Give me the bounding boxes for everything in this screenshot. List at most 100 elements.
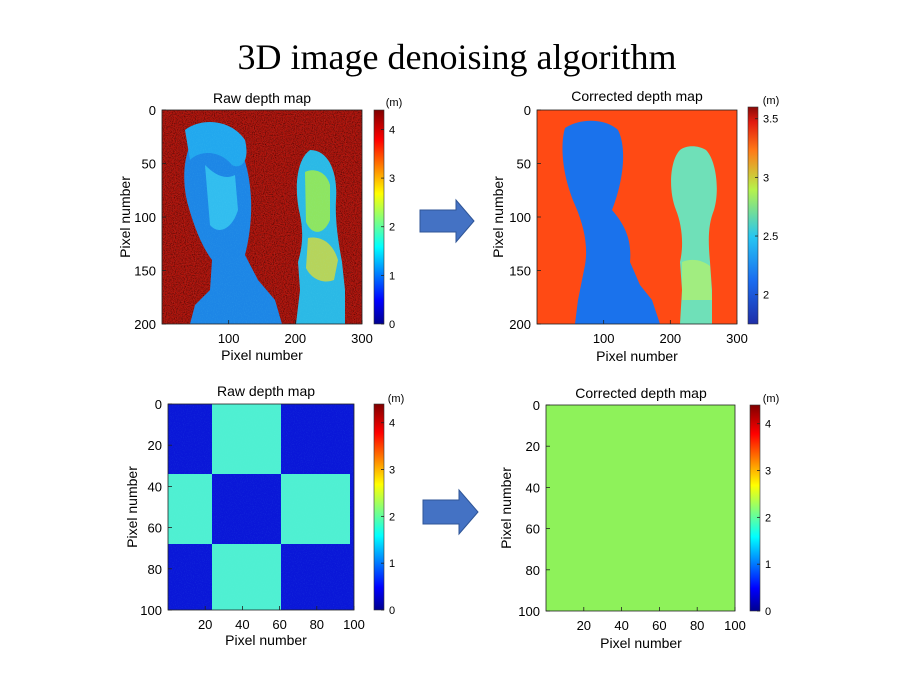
y-tick-label: 100 [509,210,531,225]
chart4-xlabel: Pixel number [600,635,682,651]
x-tick-label: 100 [593,331,615,346]
chart4-colorbar [749,404,761,612]
x-tick-label: 200 [284,331,306,346]
chart1-title: Raw depth map [213,90,311,106]
y-tick-label: 150 [509,264,531,279]
colorbar-tick-label: 2 [765,512,771,524]
chart1-colorbar [373,109,385,325]
chart2-colorbar-unit: (m) [763,95,780,107]
colorbar-tick-label: 1 [765,559,771,571]
colorbar-tick-label: 0 [765,606,771,618]
chart4-title: Corrected depth map [575,385,707,401]
page-title: 3D image denoising algorithm [237,37,677,77]
y-tick-label: 20 [148,438,162,453]
y-tick-label: 20 [526,439,540,454]
y-tick-label: 0 [155,397,162,412]
x-tick-label: 60 [272,617,286,632]
chart4-colorbar-ticks: 0 1 2 3 4 [757,419,771,618]
colorbar-tick-label: 4 [765,419,771,431]
y-tick-label: 40 [526,480,540,495]
x-tick-label: 60 [652,618,666,633]
chart1-colorbar-unit: (m) [386,97,403,109]
colorbar-tick-label: 3 [763,172,769,184]
y-tick-label: 0 [533,398,540,413]
chart3-ylabel: Pixel number [124,466,140,548]
chart2-ylabel: Pixel number [490,176,506,258]
y-tick-label: 100 [140,603,162,618]
chart3-colorbar [373,403,385,611]
chart4-x-ticks: 20 40 60 80 100 [577,607,746,633]
y-tick-label: 0 [149,103,156,118]
colorbar-tick-label: 2 [763,290,769,302]
chart2-colorbar-ticks: 2 2.5 3 3.5 [755,114,778,302]
colorbar-tick-label: 1 [389,270,395,282]
arrow-bottom [422,488,479,536]
x-tick-label: 20 [198,617,212,632]
x-tick-label: 100 [218,331,240,346]
colorbar-tick-label: 1 [389,558,395,570]
x-tick-label: 200 [659,331,681,346]
y-tick-label: 0 [524,103,531,118]
chart2-left-bust [562,120,660,324]
x-tick-label: 100 [343,617,365,632]
chart2-xlabel: Pixel number [596,348,678,364]
x-tick-label: 300 [726,331,748,346]
chart2-x-ticks: 100 200 300 [593,320,748,346]
chart1-heatmap [162,110,362,324]
chart3-colorbar-ticks: 0 1 2 3 4 [381,418,395,617]
y-tick-label: 60 [148,521,162,536]
y-tick-label: 50 [517,157,531,172]
chart1-colorbar-ticks: 0 1 2 3 4 [381,124,395,331]
y-tick-label: 40 [148,479,162,494]
x-tick-label: 100 [724,618,746,633]
colorbar-tick-label: 3 [765,466,771,478]
x-tick-label: 80 [690,618,704,633]
colorbar-tick-label: 3.5 [763,114,778,126]
chart2-title: Corrected depth map [571,88,703,104]
colorbar-tick-label: 3 [389,173,395,185]
chart3-xlabel: Pixel number [225,632,307,648]
arrow-top [419,198,475,244]
colorbar-tick-label: 3 [389,465,395,477]
chart2-y-ticks: 0 50 100 150 200 [509,103,541,332]
chart4-colorbar-unit: (m) [763,393,780,405]
colorbar-tick-label: 0 [389,319,395,331]
chart3-y-ticks: 0 20 40 60 80 100 [140,397,172,618]
chart1-y-ticks: 0 50 100 150 200 [134,103,166,332]
chart3-x-ticks: 20 40 60 80 100 [198,606,365,632]
y-tick-label: 60 [526,522,540,537]
colorbar-tick-label: 2.5 [763,231,778,243]
y-tick-label: 50 [142,157,156,172]
x-tick-label: 20 [577,618,591,633]
y-tick-label: 80 [526,563,540,578]
chart2-colorbar [747,106,759,325]
x-tick-label: 300 [351,331,373,346]
y-tick-label: 200 [509,317,531,332]
y-tick-label: 100 [518,604,540,619]
chart-raw-depth-busts: Raw depth map 0 50 100 150 200 100 200 300 Pix… [117,90,402,363]
chart3-heatmap [168,404,354,610]
chart-corrected-depth-busts: Corrected depth map 0 50 100 150 200 100 200 3… [490,88,779,364]
chart1-xlabel: Pixel number [221,347,303,363]
chart4-y-ticks: 0 20 40 60 80 100 [518,398,550,619]
y-tick-label: 100 [134,210,156,225]
x-tick-label: 80 [310,617,324,632]
x-tick-label: 40 [235,617,249,632]
chart3-title: Raw depth map [217,383,315,399]
chart4-ylabel: Pixel number [498,467,514,549]
chart1-x-ticks: 100 200 300 [218,320,373,346]
colorbar-tick-label: 4 [389,124,395,136]
colorbar-tick-label: 2 [389,511,395,523]
x-tick-label: 40 [614,618,628,633]
chart3-colorbar-unit: (m) [388,393,405,405]
colorbar-tick-label: 2 [389,222,395,234]
colorbar-tick-label: 0 [389,605,395,617]
colorbar-tick-label: 4 [389,418,395,430]
y-tick-label: 200 [134,317,156,332]
y-tick-label: 150 [134,264,156,279]
chart1-ylabel: Pixel number [117,176,133,258]
y-tick-label: 80 [148,562,162,577]
